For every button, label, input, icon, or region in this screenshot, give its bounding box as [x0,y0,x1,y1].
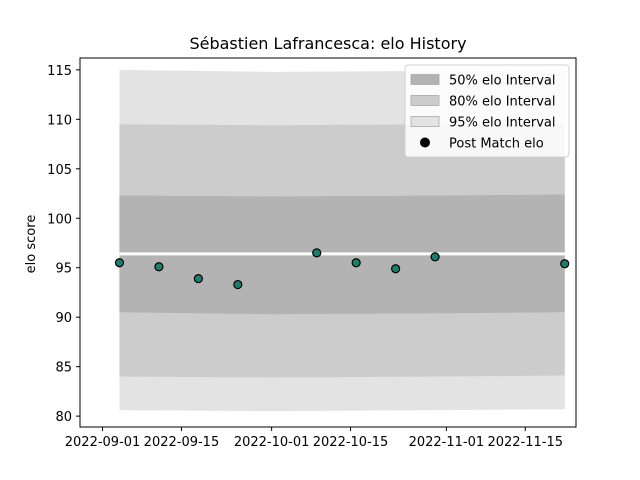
data-point-1 [154,262,164,272]
legend: 50% elo Interval 80% elo Interval 95% elo … [404,64,570,158]
y-tick-label-3: 95 [55,262,72,277]
data-point-6 [391,264,401,274]
y-tick-label-2: 90 [55,311,72,326]
x-tick-label-4: 2022-11-01 [409,435,485,450]
data-point-4 [312,248,322,258]
legend-swatch-2 [410,116,440,127]
chart-title: Sébastien Lafrancesca: elo History [189,34,466,53]
axes-frame [79,57,577,428]
legend-label-0: 50% elo Interval [449,74,556,89]
y-tick-label-1: 85 [55,361,72,376]
legend-marker-3 [420,137,430,148]
legend-label-2: 95% elo Interval [449,116,556,131]
y-tick-label-6: 110 [47,113,72,128]
x-tick-label-2: 2022-10-01 [234,435,310,450]
legend-label-3: Post Match elo [449,137,544,152]
data-point-3 [233,279,243,290]
post-match-points [114,248,570,290]
y-tick-label-7: 115 [47,64,72,79]
data-point-7 [430,252,440,262]
legend-box [404,64,570,158]
legend-swatch-0 [410,74,440,85]
x-tick-label-0: 2022-09-01 [65,435,141,450]
x-tick-label-3: 2022-10-15 [313,435,389,450]
y-axis-label: elo score [24,215,39,274]
axes: 80 85 90 95 100 105 110 115 2022-09-01 2022-09-15… [47,57,577,450]
legend-label-1: 80% elo Interval [449,95,556,110]
legend-swatch-1 [410,95,440,106]
data-point-0 [114,258,125,268]
y-tick-label-5: 105 [47,163,72,178]
y-tick-label-0: 80 [55,410,72,425]
data-point-8 [560,259,570,269]
data-point-2 [193,274,203,284]
y-tick-label-4: 100 [47,212,72,227]
x-tick-label-1: 2022-09-15 [144,435,220,450]
data-point-5 [351,258,361,268]
x-tick-label-5: 2022-11-15 [487,435,563,450]
